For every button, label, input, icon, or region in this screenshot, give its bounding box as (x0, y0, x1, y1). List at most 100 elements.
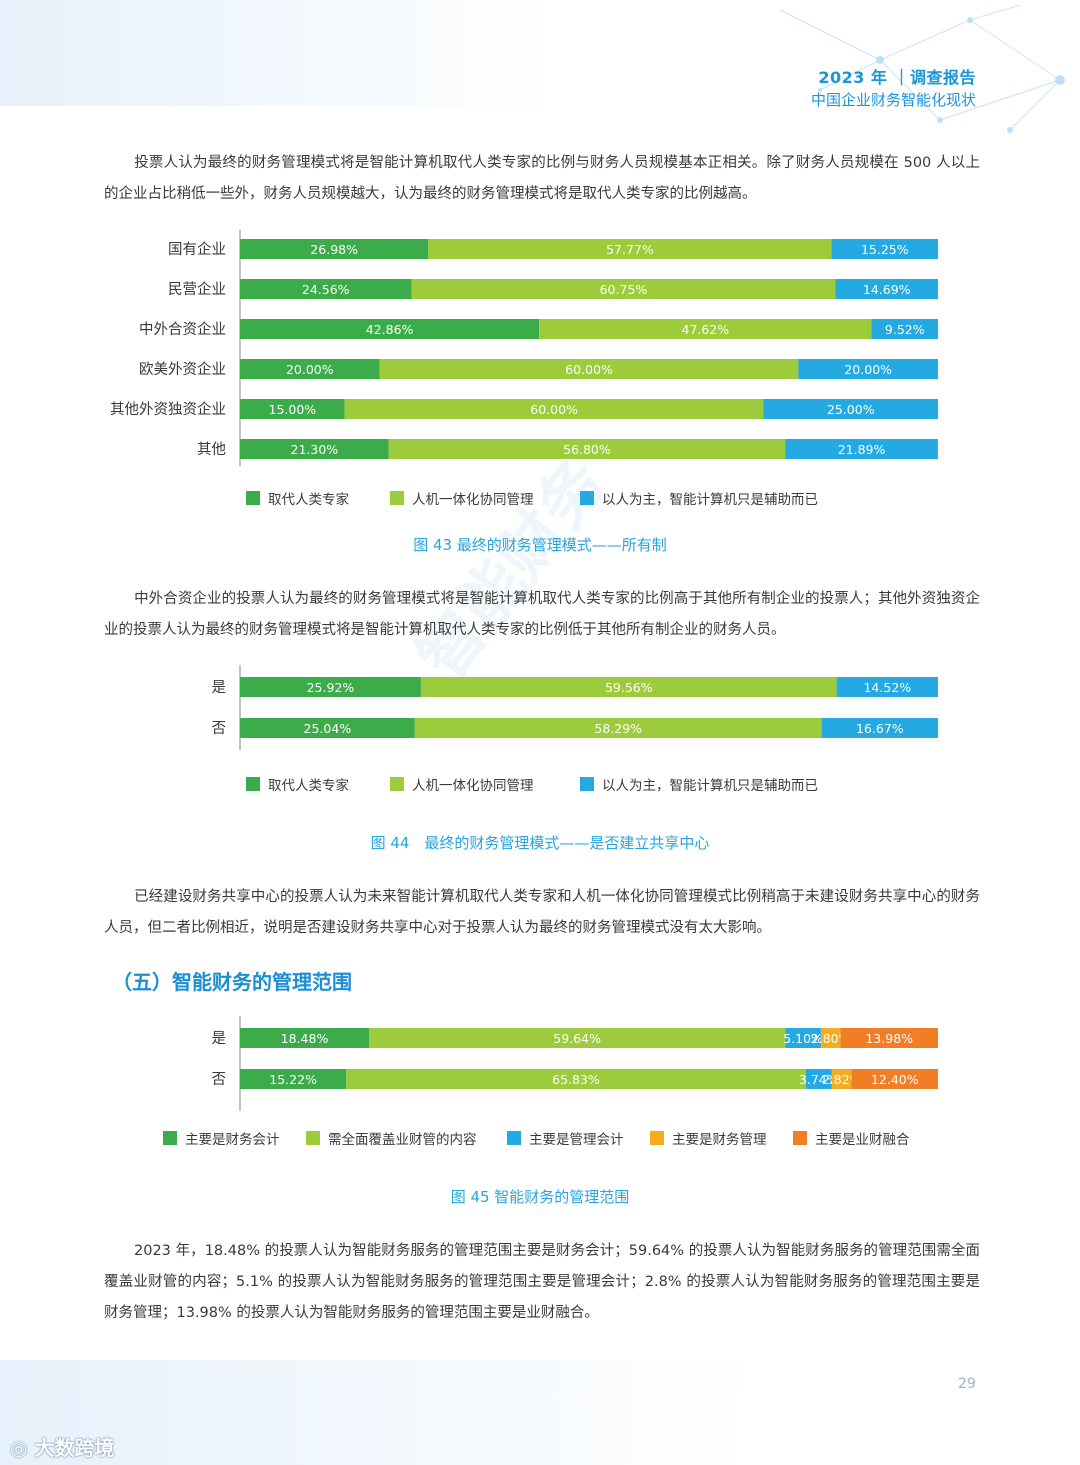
footer-logo-icon: ◎ (10, 1436, 35, 1460)
footer-logo-text: 大数跨境 (34, 1436, 115, 1460)
paragraph-2: 中外合资企业的投票人认为最终的财务管理模式将是智能计算机取代人类专家的比例高于其… (104, 584, 980, 646)
data-label: 2.80% (811, 1031, 851, 1046)
data-label: 24.56% (302, 282, 350, 297)
bar-segment (240, 1028, 369, 1048)
category-label: 是 (212, 1031, 227, 1047)
data-label: 57.77% (606, 242, 654, 257)
legend-label: 取代人类专家 (268, 777, 349, 794)
data-label: 60.75% (600, 282, 648, 297)
data-label: 16.67% (856, 721, 904, 736)
legend-swatch (390, 491, 404, 505)
legend-swatch (306, 1131, 320, 1145)
bar-segment (240, 399, 345, 419)
data-label: 2.82% (822, 1072, 862, 1087)
legend-label: 以人为主，智能计算机只是辅助而已 (602, 492, 818, 508)
bar-segment (428, 239, 832, 259)
bar-segment (840, 1028, 938, 1048)
bar-segment (785, 439, 938, 459)
footer-background (0, 1360, 1080, 1465)
bar-segment (240, 279, 412, 299)
data-label: 25.04% (304, 721, 352, 736)
bar-segment (240, 677, 421, 697)
category-label: 其他 (197, 441, 226, 458)
legend-label: 取代人类专家 (268, 491, 349, 508)
data-label: 26.98% (310, 242, 358, 257)
data-label: 20.00% (844, 362, 892, 377)
figure-44-caption: 图 44 最终的财务管理模式——是否建立共享中心 (370, 834, 710, 852)
data-label: 14.69% (863, 282, 911, 297)
legend-label: 主要是财务会计 (185, 1132, 280, 1148)
bar-segment (820, 1028, 841, 1048)
data-label: 3.74% (799, 1072, 839, 1087)
category-label: 国有企业 (168, 240, 226, 258)
legend-swatch (507, 1131, 521, 1145)
paragraph-2-text: 中外合资企业的投票人认为最终的财务管理模式将是智能计算机取代人类专家的比例高于其… (104, 591, 980, 638)
bar-segment (835, 279, 938, 299)
category-label: 否 (212, 721, 227, 737)
legend-swatch (390, 777, 404, 791)
network-decoration (779, 4, 1065, 133)
data-label: 5.10% (783, 1031, 823, 1046)
bar-segment (344, 399, 764, 419)
bar-segment (785, 1028, 821, 1048)
footer-logo: ◎ 大数跨境 (10, 1432, 114, 1461)
category-label: 中外合资企业 (139, 320, 226, 338)
bar-segment (851, 1069, 939, 1089)
report-subtitle: 中国企业财务智能化现状 (810, 91, 976, 109)
bar-segment (831, 239, 938, 259)
data-label: 60.00% (530, 402, 578, 417)
bar-segment (240, 1069, 347, 1089)
category-label: 欧美外资企业 (139, 360, 226, 378)
bar-segment (388, 439, 786, 459)
legend-swatch (650, 1131, 664, 1145)
section-title: （五）智能财务的管理范围 (112, 970, 352, 994)
data-label: 25.00% (827, 402, 875, 417)
bar-segment (240, 718, 415, 738)
legend-swatch (793, 1131, 807, 1145)
report-year-title: 2023 年 ｜调查报告 (818, 68, 976, 87)
paragraph-4: 2023 年，18.48% 的投票人认为智能财务服务的管理范围主要是财务会计；5… (104, 1236, 980, 1329)
legend-swatch (246, 777, 260, 791)
category-label: 其他外资独资企业 (110, 400, 226, 418)
paragraph-1-text: 投票人认为最终的财务管理模式将是智能计算机取代人类专家的比例与财务人员规模基本正… (104, 155, 980, 202)
legend-swatch (580, 777, 594, 791)
bar-segment (346, 1069, 806, 1089)
data-label: 18.48% (281, 1031, 329, 1046)
legend-label: 主要是管理会计 (529, 1132, 624, 1148)
data-label: 20.00% (286, 362, 334, 377)
data-label: 58.29% (594, 721, 642, 736)
bar-segment (871, 319, 938, 339)
data-label: 60.00% (565, 362, 613, 377)
data-label: 12.40% (871, 1072, 919, 1087)
bar-segment (836, 677, 938, 697)
legend-swatch (246, 491, 260, 505)
paragraph-1: 投票人认为最终的财务管理模式将是智能计算机取代人类专家的比例与财务人员规模基本正… (104, 148, 980, 210)
bar-segment (805, 1069, 832, 1089)
bar-segment (411, 279, 836, 299)
bar-segment (240, 359, 380, 379)
bar-segment (821, 718, 938, 738)
legend-label: 人机一体化协同管理 (412, 778, 534, 794)
bar-segment (763, 399, 938, 419)
bar-segment (420, 677, 837, 697)
category-label: 民营企业 (168, 280, 226, 298)
bar-segment (368, 1028, 786, 1048)
watermark: 智能财务 (404, 446, 621, 694)
header-background (0, 0, 560, 106)
data-label: 59.56% (605, 680, 653, 695)
data-label: 15.00% (269, 402, 317, 417)
figure-45-caption: 图 45 智能财务的管理范围 (450, 1188, 630, 1206)
bar-segment (240, 439, 389, 459)
data-label: 9.52% (885, 322, 925, 337)
data-label: 42.86% (366, 322, 414, 337)
bar-segment (240, 319, 540, 339)
category-label: 否 (212, 1072, 227, 1088)
bar-segment (240, 239, 429, 259)
legend-label: 以人为主，智能计算机只是辅助而已 (602, 778, 818, 794)
category-label: 是 (212, 680, 227, 696)
legend-label: 需全面覆盖业财管的内容 (328, 1131, 477, 1148)
data-label: 47.62% (682, 322, 730, 337)
paragraph-4-text: 2023 年，18.48% 的投票人认为智能财务服务的管理范围主要是财务会计；5… (104, 1243, 980, 1321)
data-label: 21.30% (291, 442, 339, 457)
data-label: 13.98% (865, 1031, 913, 1046)
